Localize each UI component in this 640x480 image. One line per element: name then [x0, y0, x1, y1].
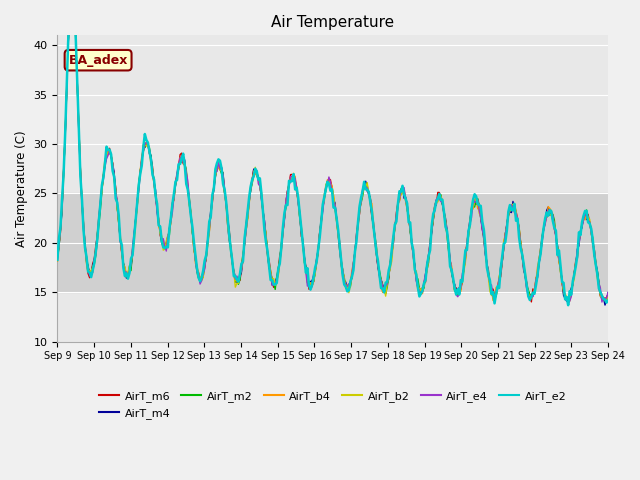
Bar [58, 193, 608, 292]
Title: Air Temperature: Air Temperature [271, 15, 394, 30]
Text: BA_adex: BA_adex [68, 54, 128, 67]
Y-axis label: Air Temperature (C): Air Temperature (C) [15, 130, 28, 247]
Legend: AirT_m6, AirT_m4, AirT_m2, AirT_b4, AirT_b2, AirT_e4, AirT_e2: AirT_m6, AirT_m4, AirT_m2, AirT_b4, AirT… [95, 387, 571, 423]
